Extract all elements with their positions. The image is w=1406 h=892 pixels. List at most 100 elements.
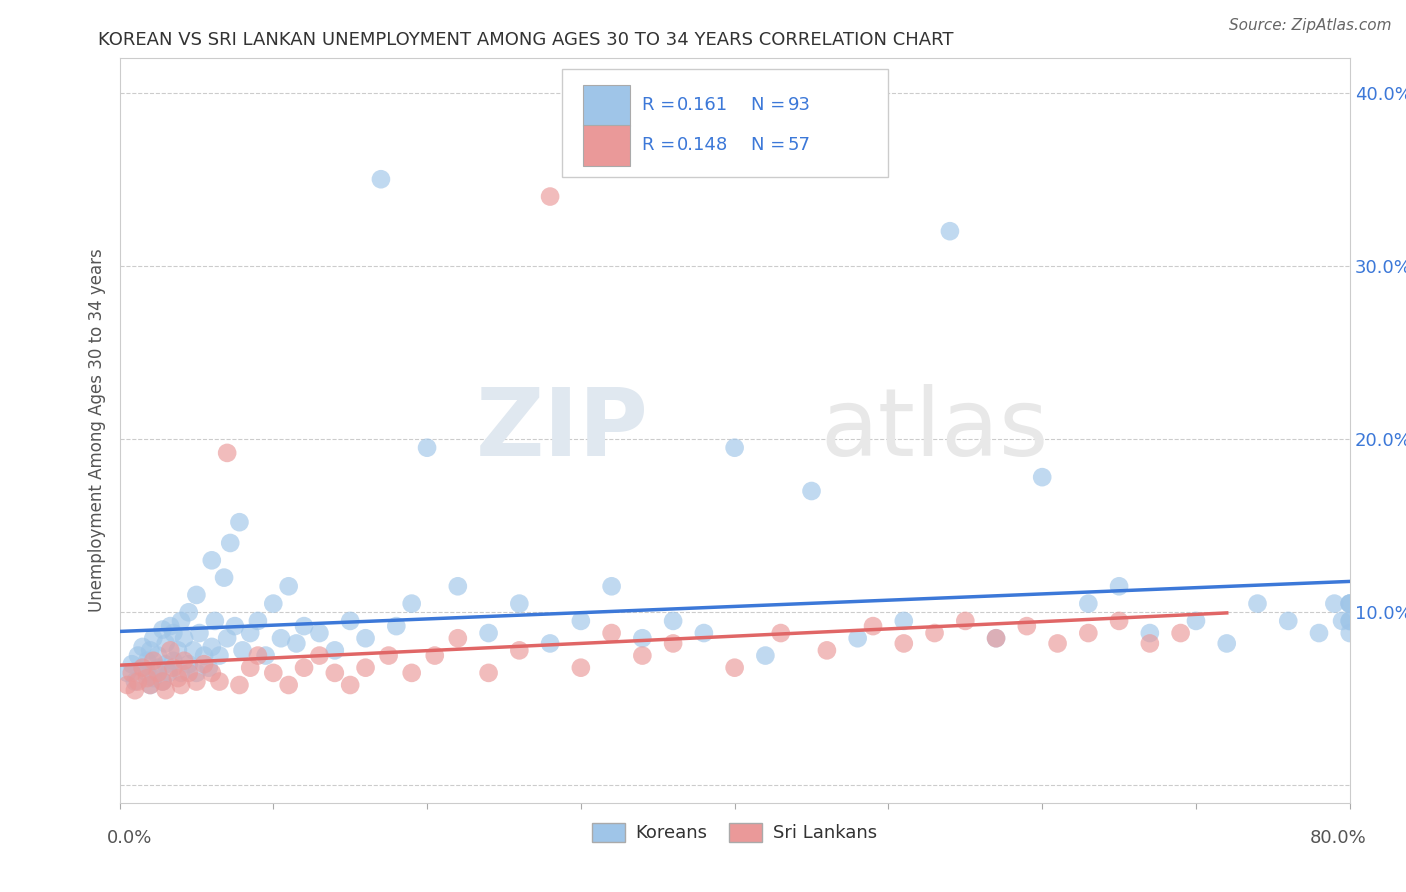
Point	[127, 674, 149, 689]
Point	[538, 189, 561, 203]
Point	[800, 483, 823, 498]
Point	[1185, 614, 1208, 628]
Point	[1108, 579, 1130, 593]
Text: 80.0%: 80.0%	[1310, 829, 1367, 847]
Point	[193, 648, 215, 663]
Point	[146, 648, 169, 663]
Text: atlas: atlas	[821, 384, 1049, 476]
Point	[231, 643, 254, 657]
Point	[508, 597, 530, 611]
Point	[246, 614, 269, 628]
Point	[1277, 614, 1299, 628]
Point	[159, 619, 181, 633]
Point	[285, 636, 308, 650]
Text: 0.161: 0.161	[676, 96, 728, 114]
Point	[569, 661, 592, 675]
Point	[115, 665, 138, 680]
Point	[600, 579, 623, 593]
Point	[662, 614, 685, 628]
Point	[142, 671, 165, 685]
Point	[115, 678, 138, 692]
Point	[1323, 597, 1346, 611]
Point	[1308, 626, 1330, 640]
Point	[127, 648, 149, 663]
Point	[170, 665, 193, 680]
Point	[1331, 614, 1354, 628]
Point	[270, 632, 292, 646]
Point	[1046, 636, 1069, 650]
Point	[173, 632, 195, 646]
Point	[1339, 626, 1361, 640]
Point	[186, 665, 208, 680]
Text: 57: 57	[787, 136, 810, 154]
Point	[217, 446, 239, 460]
Point	[142, 632, 165, 646]
Point	[1339, 614, 1361, 628]
Text: ZIP: ZIP	[475, 384, 648, 476]
Point	[146, 661, 169, 675]
Point	[754, 648, 776, 663]
Point	[173, 654, 195, 668]
Point	[139, 678, 162, 692]
Point	[204, 614, 226, 628]
Point	[323, 665, 346, 680]
Point	[447, 632, 470, 646]
Point	[183, 643, 205, 657]
FancyBboxPatch shape	[562, 70, 889, 178]
Point	[239, 626, 262, 640]
Point	[262, 665, 284, 680]
Point	[354, 632, 377, 646]
Point	[477, 626, 501, 640]
Point	[723, 661, 745, 675]
Point	[167, 643, 190, 657]
Point	[984, 632, 1007, 646]
Point	[308, 626, 330, 640]
Point	[723, 441, 745, 455]
Point	[136, 671, 159, 685]
Point	[131, 661, 153, 675]
Point	[239, 661, 262, 675]
Point	[197, 661, 219, 675]
Point	[193, 657, 215, 672]
Point	[939, 224, 962, 238]
Point	[1339, 614, 1361, 628]
Point	[124, 683, 146, 698]
Point	[370, 172, 392, 186]
Point	[254, 648, 277, 663]
Point	[1108, 614, 1130, 628]
Point	[1215, 636, 1237, 650]
Point	[862, 619, 884, 633]
Point	[277, 678, 299, 692]
Point	[246, 648, 269, 663]
Point	[508, 643, 530, 657]
Point	[162, 654, 184, 668]
Point	[155, 683, 177, 698]
Point	[339, 678, 361, 692]
Point	[292, 619, 315, 633]
Point	[146, 665, 169, 680]
Point	[600, 626, 623, 640]
Point	[354, 661, 377, 675]
Point	[162, 626, 184, 640]
Point	[177, 605, 200, 619]
Point	[157, 665, 180, 680]
Point	[131, 640, 153, 654]
Point	[323, 643, 346, 657]
Point	[1246, 597, 1268, 611]
Point	[477, 665, 501, 680]
Point	[662, 636, 685, 650]
Point	[262, 597, 284, 611]
Point	[228, 515, 250, 529]
Point	[893, 614, 915, 628]
Point	[224, 619, 246, 633]
Text: R =: R =	[643, 96, 676, 114]
Point	[423, 648, 446, 663]
Point	[152, 674, 174, 689]
Point	[924, 626, 946, 640]
Point	[159, 643, 181, 657]
Text: 0.0%: 0.0%	[107, 829, 152, 847]
Point	[201, 640, 224, 654]
Point	[124, 674, 146, 689]
Text: 93: 93	[787, 96, 810, 114]
Point	[1139, 636, 1161, 650]
